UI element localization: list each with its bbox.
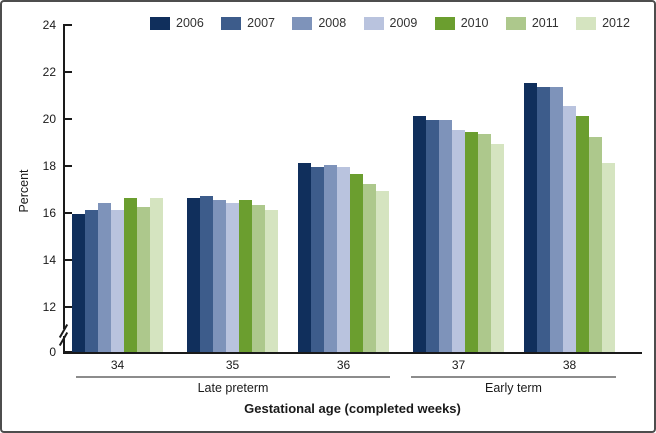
bar-37wk-2011: [478, 134, 491, 352]
legend-item-2012: 2012: [576, 16, 630, 30]
legend-swatch-icon: [505, 16, 526, 30]
bar-35wk-2012: [265, 209, 278, 352]
bar-36wk-2009: [337, 167, 350, 352]
late-preterm-bracket-line: [76, 376, 390, 378]
bar-38wk-2011: [589, 136, 602, 352]
bar-35wk-2007: [200, 195, 213, 352]
x-category-label-36: 36: [336, 358, 351, 372]
y-tick-mark: [65, 351, 72, 353]
bar-34wk-2008: [98, 202, 111, 352]
y-tick-label: 24: [42, 18, 56, 32]
y-tick-label: 12: [42, 300, 56, 314]
bar-34wk-2010: [124, 197, 137, 352]
bar-37wk-2007: [426, 120, 439, 352]
early-term-label: Early term: [485, 381, 542, 395]
bar-37wk-2010: [465, 132, 478, 352]
bar-34wk-2011: [137, 207, 150, 352]
x-category-label-34: 34: [110, 358, 125, 372]
bar-37wk-2006: [413, 115, 426, 352]
x-category-label-35: 35: [225, 358, 240, 372]
bar-37wk-2012: [491, 143, 504, 352]
bar-34wk-2007: [85, 209, 98, 352]
bar-38wk-2010: [576, 115, 589, 352]
legend-item-2009: 2009: [363, 16, 418, 30]
legend-swatch-icon: [576, 16, 597, 30]
legend-item-2010: 2010: [434, 16, 489, 30]
legend-year-label: 2006: [176, 16, 204, 30]
bar-36wk-2008: [324, 165, 337, 352]
y-axis-line: [63, 24, 65, 353]
bar-38wk-2008: [550, 87, 563, 352]
legend-year-label: 2008: [318, 16, 347, 30]
bar-38wk-2009: [563, 106, 576, 352]
late-preterm-label: Late preterm: [197, 381, 269, 395]
y-tick-label: 22: [42, 65, 56, 79]
y-tick-mark: [65, 24, 72, 26]
bar-37wk-2009: [452, 129, 465, 352]
legend-item-2011: 2011: [505, 16, 559, 30]
bar-38wk-2006: [524, 82, 537, 352]
bar-35wk-2011: [252, 204, 265, 352]
y-tick-label: 16: [42, 206, 56, 220]
legend-year-label: 2011: [531, 16, 559, 30]
legend: 2006 2007 2008 2009 2010 2011 2012: [150, 16, 630, 30]
legend-year-label: 2007: [247, 16, 275, 30]
legend-item-2007: 2007: [221, 16, 275, 30]
legend-swatch-icon: [363, 16, 384, 30]
legend-item-2008: 2008: [292, 16, 346, 30]
bar-36wk-2007: [311, 167, 324, 352]
x-category-label-38: 38: [562, 358, 577, 372]
bar-34wk-2006: [72, 214, 85, 352]
legend-year-label: 2010: [460, 16, 489, 30]
bar-34wk-2012: [150, 197, 163, 352]
bar-35wk-2008: [213, 200, 226, 352]
y-tick-mark: [65, 259, 72, 261]
y-tick-label: 0: [49, 345, 56, 359]
legend-swatch-icon: [150, 16, 170, 30]
legend-swatch-icon: [221, 16, 242, 30]
bar-38wk-2007: [537, 87, 550, 352]
bar-34wk-2009: [111, 209, 124, 352]
y-tick-mark: [65, 71, 72, 73]
legend-year-label: 2009: [389, 16, 418, 30]
y-tick-mark: [65, 212, 72, 214]
bar-35wk-2009: [226, 202, 239, 352]
y-tick-label: 20: [42, 112, 56, 126]
y-tick-mark: [65, 165, 72, 167]
y-tick-label: 18: [42, 159, 56, 173]
legend-year-label: 2012: [602, 16, 630, 30]
y-tick-mark: [65, 306, 72, 308]
y-tick-mark: [65, 118, 72, 120]
early-term-bracket-line: [411, 376, 616, 378]
legend-swatch-icon: [434, 16, 455, 30]
x-category-label-37: 37: [451, 358, 466, 372]
bar-36wk-2011: [363, 183, 376, 352]
bar-35wk-2010: [239, 200, 252, 352]
bar-36wk-2006: [298, 162, 311, 352]
legend-swatch-icon: [292, 16, 313, 30]
axis-break-gap: [61, 329, 67, 336]
bar-36wk-2010: [350, 174, 363, 352]
bar-36wk-2012: [376, 190, 389, 352]
bar-35wk-2006: [187, 197, 200, 352]
bar-38wk-2012: [602, 162, 615, 352]
x-axis-line: [63, 352, 642, 354]
bar-37wk-2008: [439, 120, 452, 352]
legend-item-2006: 2006: [150, 16, 204, 30]
y-tick-label: 14: [42, 253, 56, 267]
x-axis-title: Gestational age (completed weeks): [244, 401, 461, 416]
